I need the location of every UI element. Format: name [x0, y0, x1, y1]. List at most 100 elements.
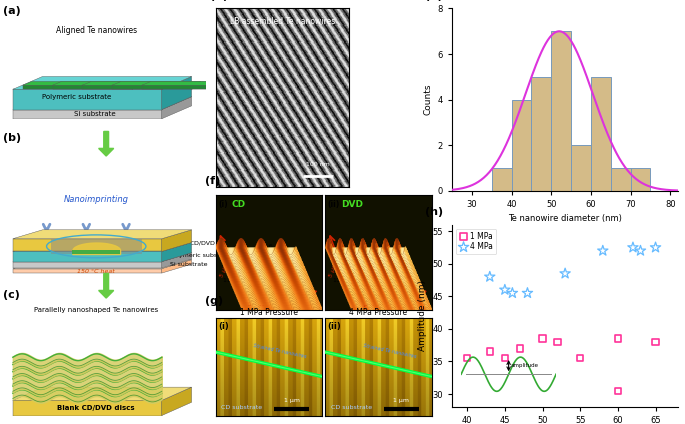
Bar [631, 168, 650, 191]
1 MPa [612, 335, 623, 342]
Legend: 1 MPa, 4 MPa: 1 MPa, 4 MPa [456, 229, 497, 254]
Text: (i): (i) [218, 322, 229, 331]
Text: 117 nm: 117 nm [223, 279, 247, 283]
Polygon shape [53, 81, 171, 85]
Polygon shape [142, 81, 260, 85]
Bar [551, 31, 571, 191]
Text: Aligned Te nanowires: Aligned Te nanowires [55, 26, 137, 35]
4 MPa [627, 244, 638, 251]
Text: 1.6 μm: 1.6 μm [263, 244, 285, 249]
Text: 100 nm: 100 nm [306, 162, 330, 167]
Polygon shape [13, 97, 192, 109]
Text: 5 μm: 5 μm [219, 261, 229, 278]
Text: Blank CD/DVD discs: Blank CD/DVD discs [170, 240, 232, 245]
1 MPa [612, 388, 623, 394]
Text: 0.8 μm: 0.8 μm [373, 244, 395, 249]
Polygon shape [162, 230, 192, 251]
4 MPa [484, 273, 495, 280]
Text: CD substrate: CD substrate [331, 404, 372, 410]
Polygon shape [251, 81, 260, 89]
Polygon shape [13, 230, 192, 239]
Text: (ii): (ii) [327, 322, 341, 331]
Text: 120 nm: 120 nm [332, 279, 356, 283]
Text: (h): (h) [425, 207, 443, 218]
Polygon shape [162, 76, 192, 109]
Polygon shape [162, 387, 192, 416]
Text: LB assembled Te nanowires: LB assembled Te nanowires [230, 17, 335, 26]
Polygon shape [162, 81, 171, 89]
Text: 150 °C heat: 150 °C heat [77, 269, 115, 273]
4 MPa [499, 287, 510, 293]
Bar [571, 145, 591, 191]
Text: Strained Te nanowires: Strained Te nanowires [362, 343, 416, 359]
Y-axis label: Counts: Counts [423, 84, 432, 115]
1 MPa [484, 348, 495, 355]
Bar [611, 168, 631, 191]
1 MPa [575, 355, 586, 362]
Bar [532, 77, 551, 191]
Text: Blank CD/DVD discs: Blank CD/DVD discs [58, 405, 135, 411]
Polygon shape [23, 81, 141, 85]
Text: (i): (i) [218, 200, 227, 209]
Text: (e): (e) [425, 0, 443, 1]
Text: 1 μm: 1 μm [284, 398, 300, 403]
Text: 5 μm: 5 μm [329, 261, 339, 278]
1 MPa [537, 335, 548, 342]
4 MPa [650, 244, 661, 251]
Text: (c): (c) [3, 290, 20, 300]
Polygon shape [132, 81, 141, 89]
Bar [492, 168, 512, 191]
Text: Polymeric substrate: Polymeric substrate [170, 253, 232, 258]
1 MPa [650, 338, 661, 345]
Polygon shape [221, 81, 230, 89]
Text: (f): (f) [206, 176, 221, 186]
Text: Parallelly nanoshaped Te nanowires: Parallelly nanoshaped Te nanowires [34, 307, 158, 312]
4 MPa [507, 290, 518, 296]
Polygon shape [112, 81, 230, 85]
Text: Nanoimprinting: Nanoimprinting [64, 195, 129, 204]
4 MPa [597, 247, 608, 254]
Polygon shape [162, 259, 192, 273]
1 MPa [552, 338, 563, 345]
Title: 4 MPa Pressure: 4 MPa Pressure [349, 308, 408, 317]
Polygon shape [13, 387, 192, 400]
Polygon shape [162, 97, 192, 119]
Text: 5 μm: 5 μm [358, 302, 374, 307]
Text: Strained Te nanowires: Strained Te nanowires [253, 343, 307, 359]
X-axis label: Te nanowire diameter (nm): Te nanowire diameter (nm) [508, 215, 622, 223]
Polygon shape [112, 85, 221, 89]
Polygon shape [23, 85, 132, 89]
Y-axis label: Amplitude (nm): Amplitude (nm) [418, 280, 427, 351]
Text: 1 μm: 1 μm [393, 398, 410, 403]
1 MPa [499, 355, 510, 362]
Polygon shape [13, 262, 162, 268]
Text: (a): (a) [3, 6, 21, 16]
4 MPa [635, 247, 646, 254]
Text: (b): (b) [3, 133, 21, 143]
Polygon shape [192, 81, 201, 89]
1 MPa [462, 355, 473, 362]
Polygon shape [53, 85, 162, 89]
Polygon shape [13, 269, 162, 273]
4 MPa [560, 270, 571, 277]
Text: Polymeric substrate: Polymeric substrate [42, 94, 111, 100]
Text: CD: CD [232, 200, 246, 209]
Polygon shape [13, 89, 162, 109]
Text: (g): (g) [206, 296, 223, 306]
Polygon shape [13, 239, 162, 251]
Polygon shape [142, 85, 251, 89]
Polygon shape [82, 85, 192, 89]
Polygon shape [13, 243, 192, 251]
Bar [591, 77, 611, 191]
Polygon shape [13, 253, 192, 262]
Polygon shape [82, 81, 201, 85]
Title: 1 MPa Pressure: 1 MPa Pressure [240, 308, 298, 317]
Polygon shape [13, 400, 162, 416]
1 MPa [514, 345, 525, 352]
Polygon shape [13, 76, 192, 89]
Polygon shape [73, 250, 120, 254]
Text: (d): (d) [210, 0, 229, 1]
Polygon shape [13, 251, 162, 262]
Polygon shape [13, 109, 162, 119]
4 MPa [522, 290, 533, 296]
